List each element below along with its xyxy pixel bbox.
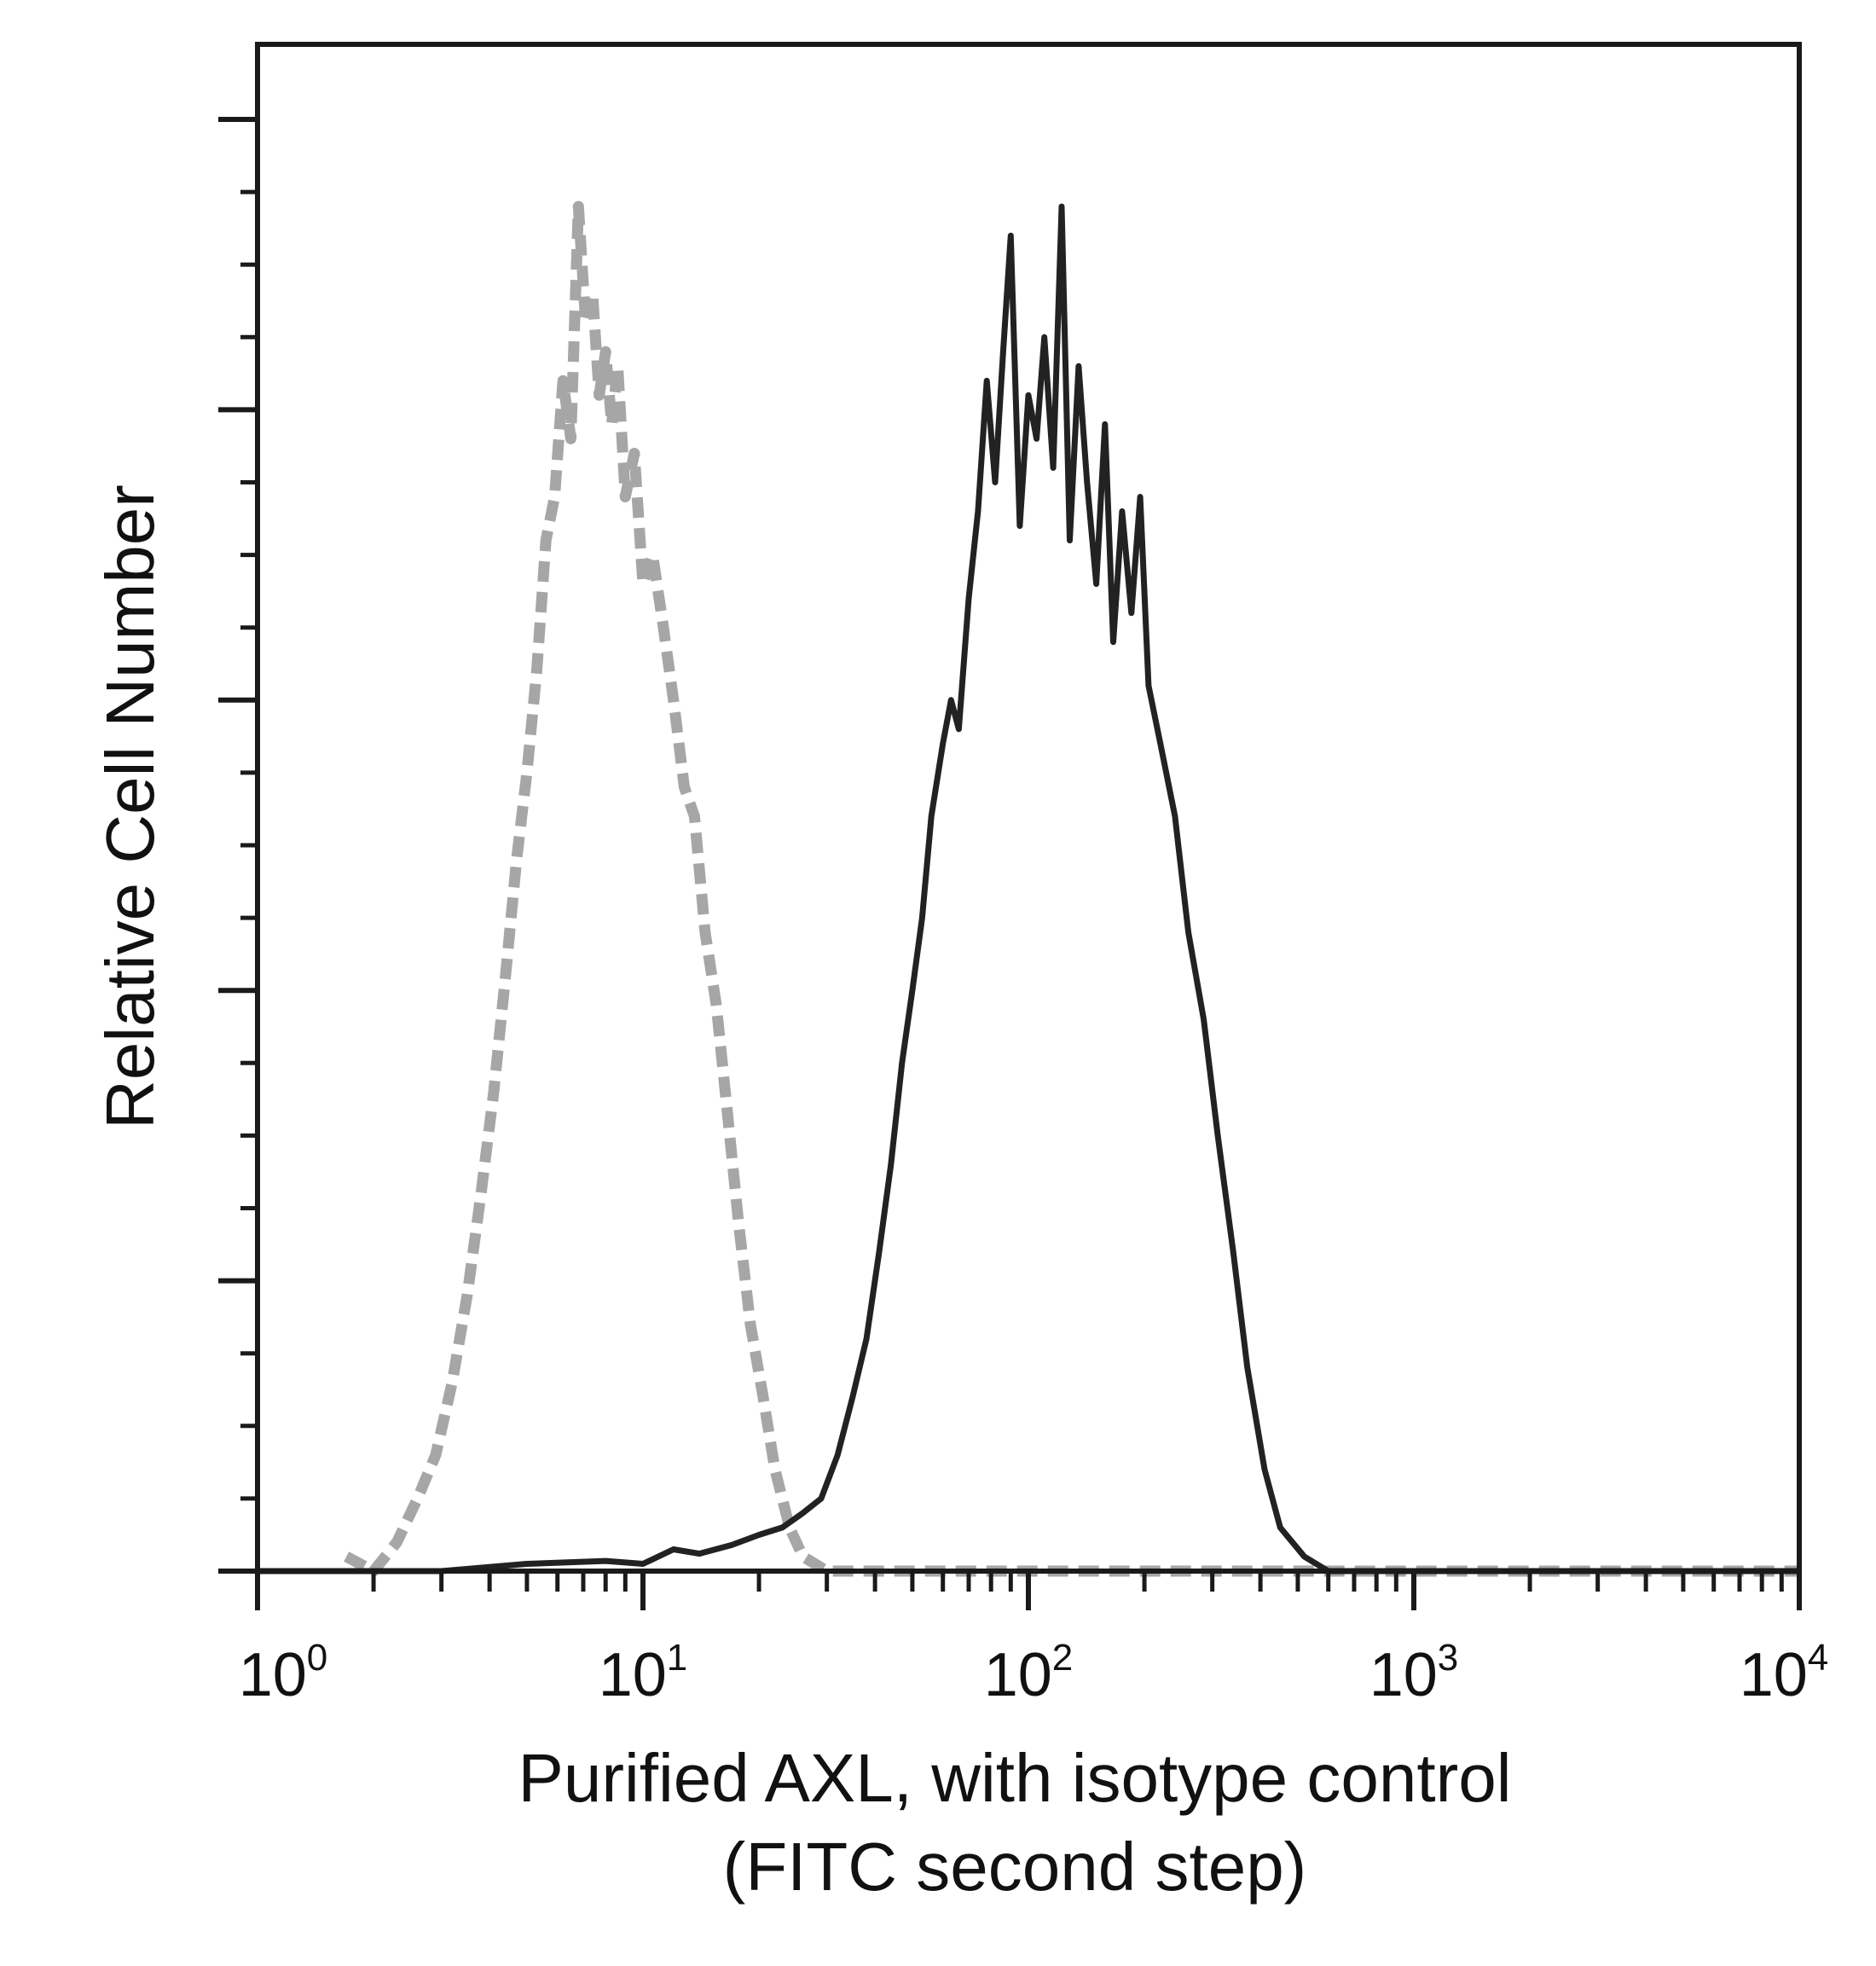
x-tick-label: 104 [1740, 1637, 1829, 1709]
x-tick-label: 100 [239, 1637, 328, 1709]
y-axis-title: Relative Cell Number [92, 484, 168, 1129]
x-tick-label: 102 [984, 1637, 1074, 1709]
isotype-control-histogram-line [344, 200, 1799, 1577]
series-layer [258, 200, 1799, 1577]
x-axis-subtitle: (FITC second step) [723, 1829, 1307, 1905]
x-tick-label: 101 [599, 1637, 688, 1709]
tick-layer [218, 117, 1802, 1610]
x-tick-label: 103 [1369, 1637, 1459, 1709]
x-axis-title: Purified AXL, with isotype control [518, 1740, 1511, 1816]
plot-frame [255, 42, 1802, 1574]
axl-histogram-line [258, 203, 1799, 1575]
label-layer: 100 101 102 103 104 [239, 1637, 1829, 1709]
